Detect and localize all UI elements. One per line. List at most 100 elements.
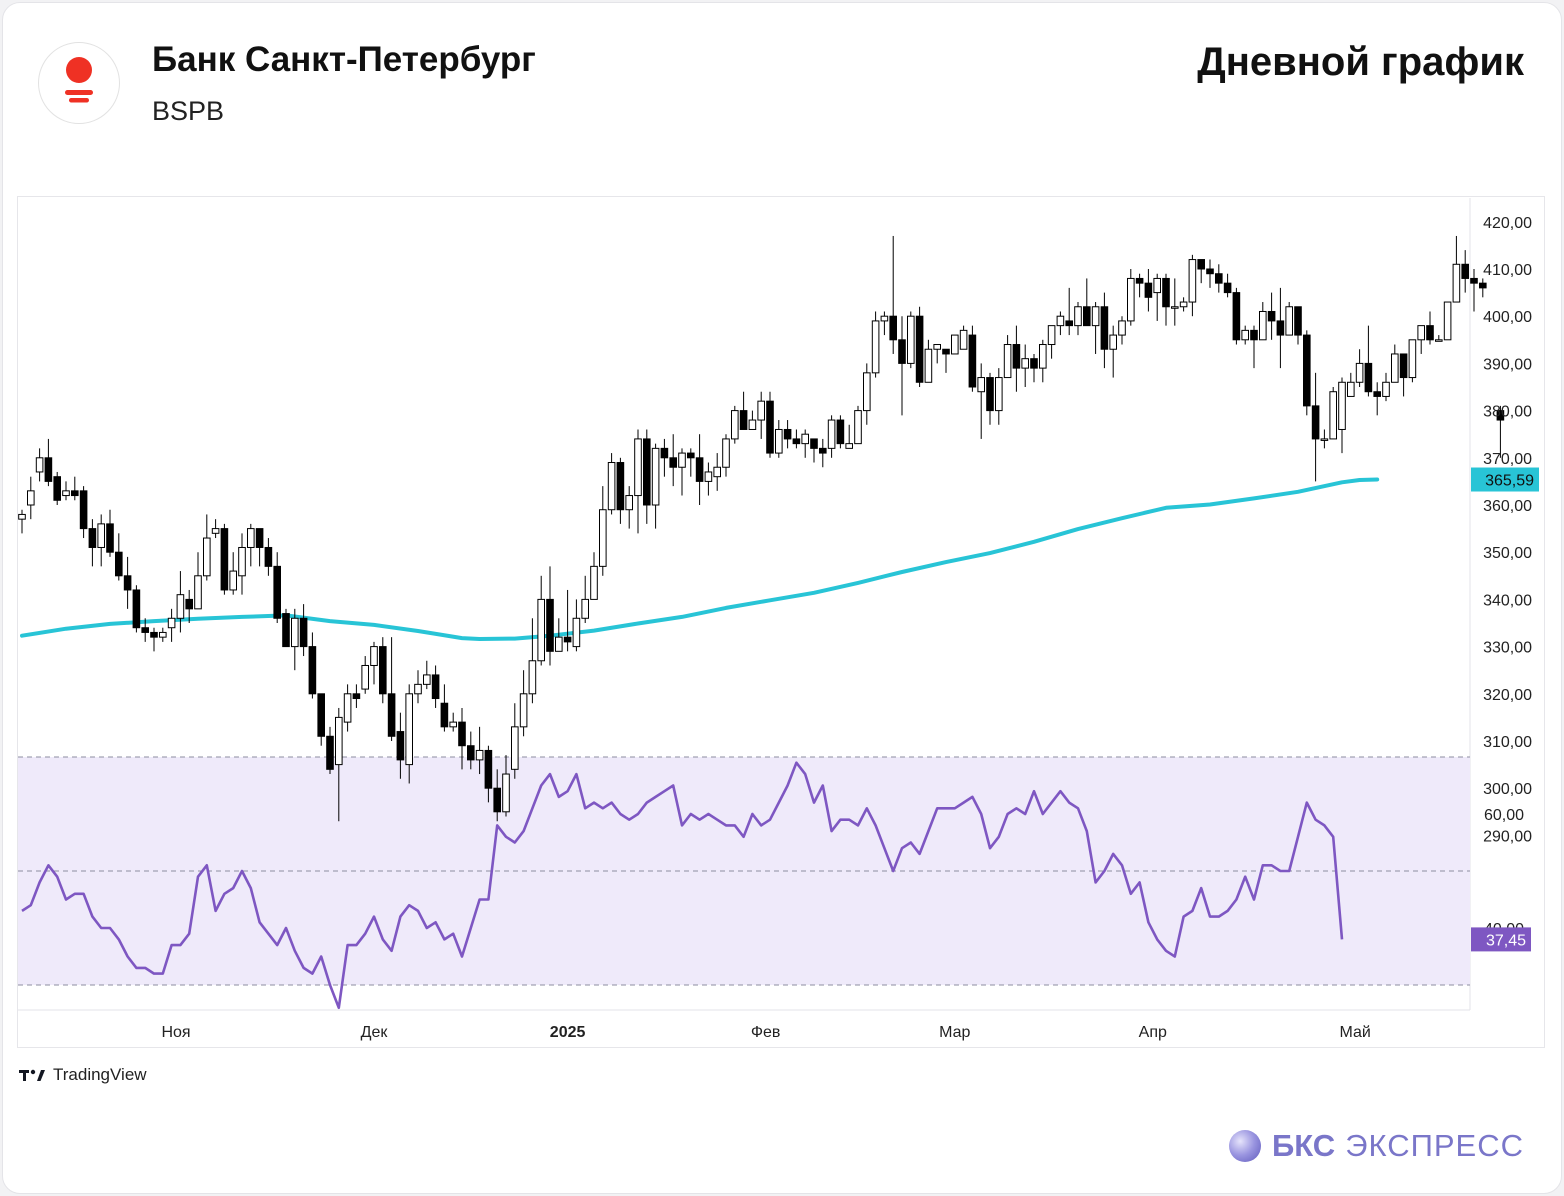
bks-brand-part2: ЭКСПРЕСС: [1345, 1128, 1524, 1164]
candle-body-down: [353, 694, 360, 699]
candle-body-down: [459, 722, 466, 746]
time-axis-label: Ноя: [161, 1024, 190, 1041]
candle: [256, 529, 263, 567]
candle: [767, 392, 774, 458]
candle: [934, 345, 941, 364]
candle-body-up: [28, 491, 35, 505]
bks-sphere-icon: [1228, 1129, 1262, 1163]
candle-body-up: [978, 378, 985, 392]
candle-body-up: [1453, 264, 1460, 302]
candle: [1436, 335, 1443, 341]
candle-body-down: [1084, 307, 1091, 326]
candle-body-up: [1436, 340, 1443, 342]
candle-body-up: [529, 661, 536, 694]
candle-body-up: [1119, 321, 1126, 335]
time-axis-label: 2025: [550, 1024, 586, 1041]
candle-body-up: [204, 538, 211, 576]
price-tick-label: 330,00: [1483, 640, 1532, 657]
candle: [1295, 307, 1302, 345]
candle: [1180, 297, 1187, 311]
candle: [723, 434, 730, 476]
candle-body-down: [916, 316, 923, 382]
candle-body-up: [1057, 316, 1064, 325]
candle-body-down: [1101, 307, 1108, 349]
candle-body-down: [1304, 335, 1311, 406]
candle: [705, 463, 712, 496]
candle: [652, 444, 659, 529]
candle-body-up: [195, 576, 202, 609]
candle: [1400, 354, 1407, 396]
candle-body-up: [556, 637, 563, 651]
candle: [415, 670, 422, 703]
candle-body-down: [221, 529, 228, 590]
candle: [1453, 236, 1460, 302]
price-tick-label: 300,00: [1483, 781, 1532, 798]
candle: [688, 448, 695, 476]
candle-body-up: [160, 632, 167, 637]
candle-body-down: [1400, 354, 1407, 378]
candle-body-up: [855, 411, 862, 444]
candle-body-up: [520, 694, 527, 727]
candle: [274, 552, 281, 623]
candle-body-up: [1260, 311, 1267, 339]
candle: [564, 590, 571, 651]
candle: [36, 448, 43, 481]
candle: [1427, 311, 1434, 344]
candle-body-up: [1383, 382, 1390, 396]
candle: [1330, 387, 1337, 439]
candle-body-up: [925, 349, 932, 382]
candle-body-down: [1480, 283, 1487, 288]
ma-value-label: 365,59: [1485, 473, 1534, 490]
candle-body-up: [758, 401, 765, 420]
candle: [1383, 373, 1390, 401]
candle-body-up: [63, 491, 70, 496]
candle-body-up: [996, 378, 1003, 411]
candle: [591, 552, 598, 599]
candle: [239, 533, 246, 594]
candle-body-up: [872, 321, 879, 373]
candle-body-up: [626, 496, 633, 510]
candle: [820, 439, 827, 467]
candle-body-down: [784, 429, 791, 438]
candle-body-up: [934, 345, 941, 350]
candle: [1092, 302, 1099, 354]
candle: [1286, 302, 1293, 335]
candle-body-down: [1374, 392, 1381, 397]
candle-body-up: [248, 529, 255, 548]
candle-body-down: [1136, 278, 1143, 283]
candle: [230, 552, 237, 594]
candle: [1057, 311, 1064, 335]
time-axis-label: Фев: [751, 1024, 781, 1041]
candle: [362, 656, 369, 694]
candle: [168, 609, 175, 642]
candle: [1304, 330, 1311, 415]
candle-body-down: [494, 788, 501, 812]
candle-body-up: [1004, 345, 1011, 378]
candle-body-up: [1339, 382, 1346, 429]
candle: [890, 236, 897, 354]
candle-body-up: [476, 750, 483, 759]
candle-body-down: [617, 463, 624, 510]
tradingview-attribution[interactable]: TradingView: [19, 1065, 147, 1085]
candle-body-up: [512, 727, 519, 769]
candle-body-down: [1277, 321, 1284, 335]
candle: [1242, 326, 1249, 345]
candle-body-up: [1418, 326, 1425, 340]
candle: [1031, 354, 1038, 382]
candle: [1339, 378, 1346, 454]
candle-body-up: [1022, 359, 1029, 368]
candle: [1040, 340, 1047, 382]
candle: [388, 637, 395, 741]
candle-body-up: [846, 444, 853, 449]
candle: [63, 481, 70, 500]
candle-body-up: [960, 330, 967, 349]
candle: [1268, 293, 1275, 340]
candle-body-up: [450, 722, 457, 727]
candle: [520, 670, 527, 736]
price-tick-label: 380,00: [1483, 404, 1532, 421]
candle-body-down: [1251, 330, 1258, 339]
candle-body-down: [256, 529, 263, 548]
candle-body-up: [230, 571, 237, 590]
candle-body-up: [776, 429, 783, 453]
